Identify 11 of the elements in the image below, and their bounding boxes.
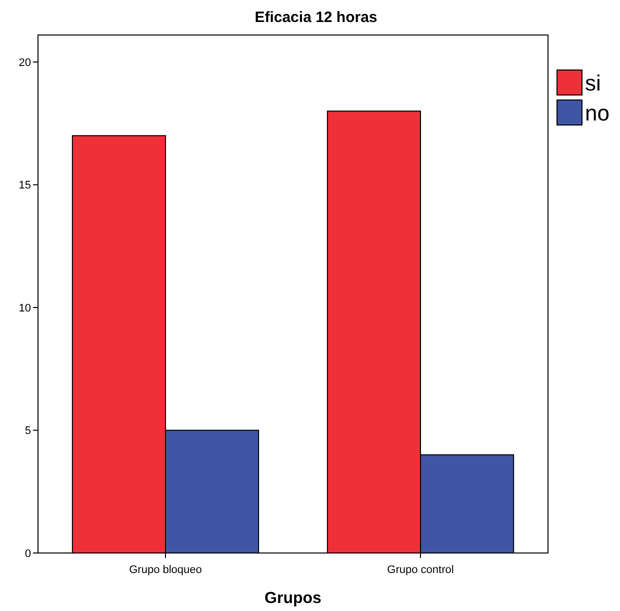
y-tick-label: 15: [18, 180, 31, 192]
chart-title: Eficacia 12 horas: [254, 9, 378, 26]
y-tick-label: 20: [18, 56, 31, 69]
y-tick-label: 0: [24, 548, 31, 560]
x-axis-title: Grupos: [264, 590, 322, 607]
legend-label: si: [585, 70, 601, 96]
y-tick-label: 5: [24, 425, 31, 438]
x-tick-label: Grupo bloqueo: [129, 564, 202, 576]
x-tick-label: Grupo control: [387, 564, 454, 576]
y-tick-label: 10: [18, 302, 31, 314]
legend-label: no: [585, 100, 610, 126]
